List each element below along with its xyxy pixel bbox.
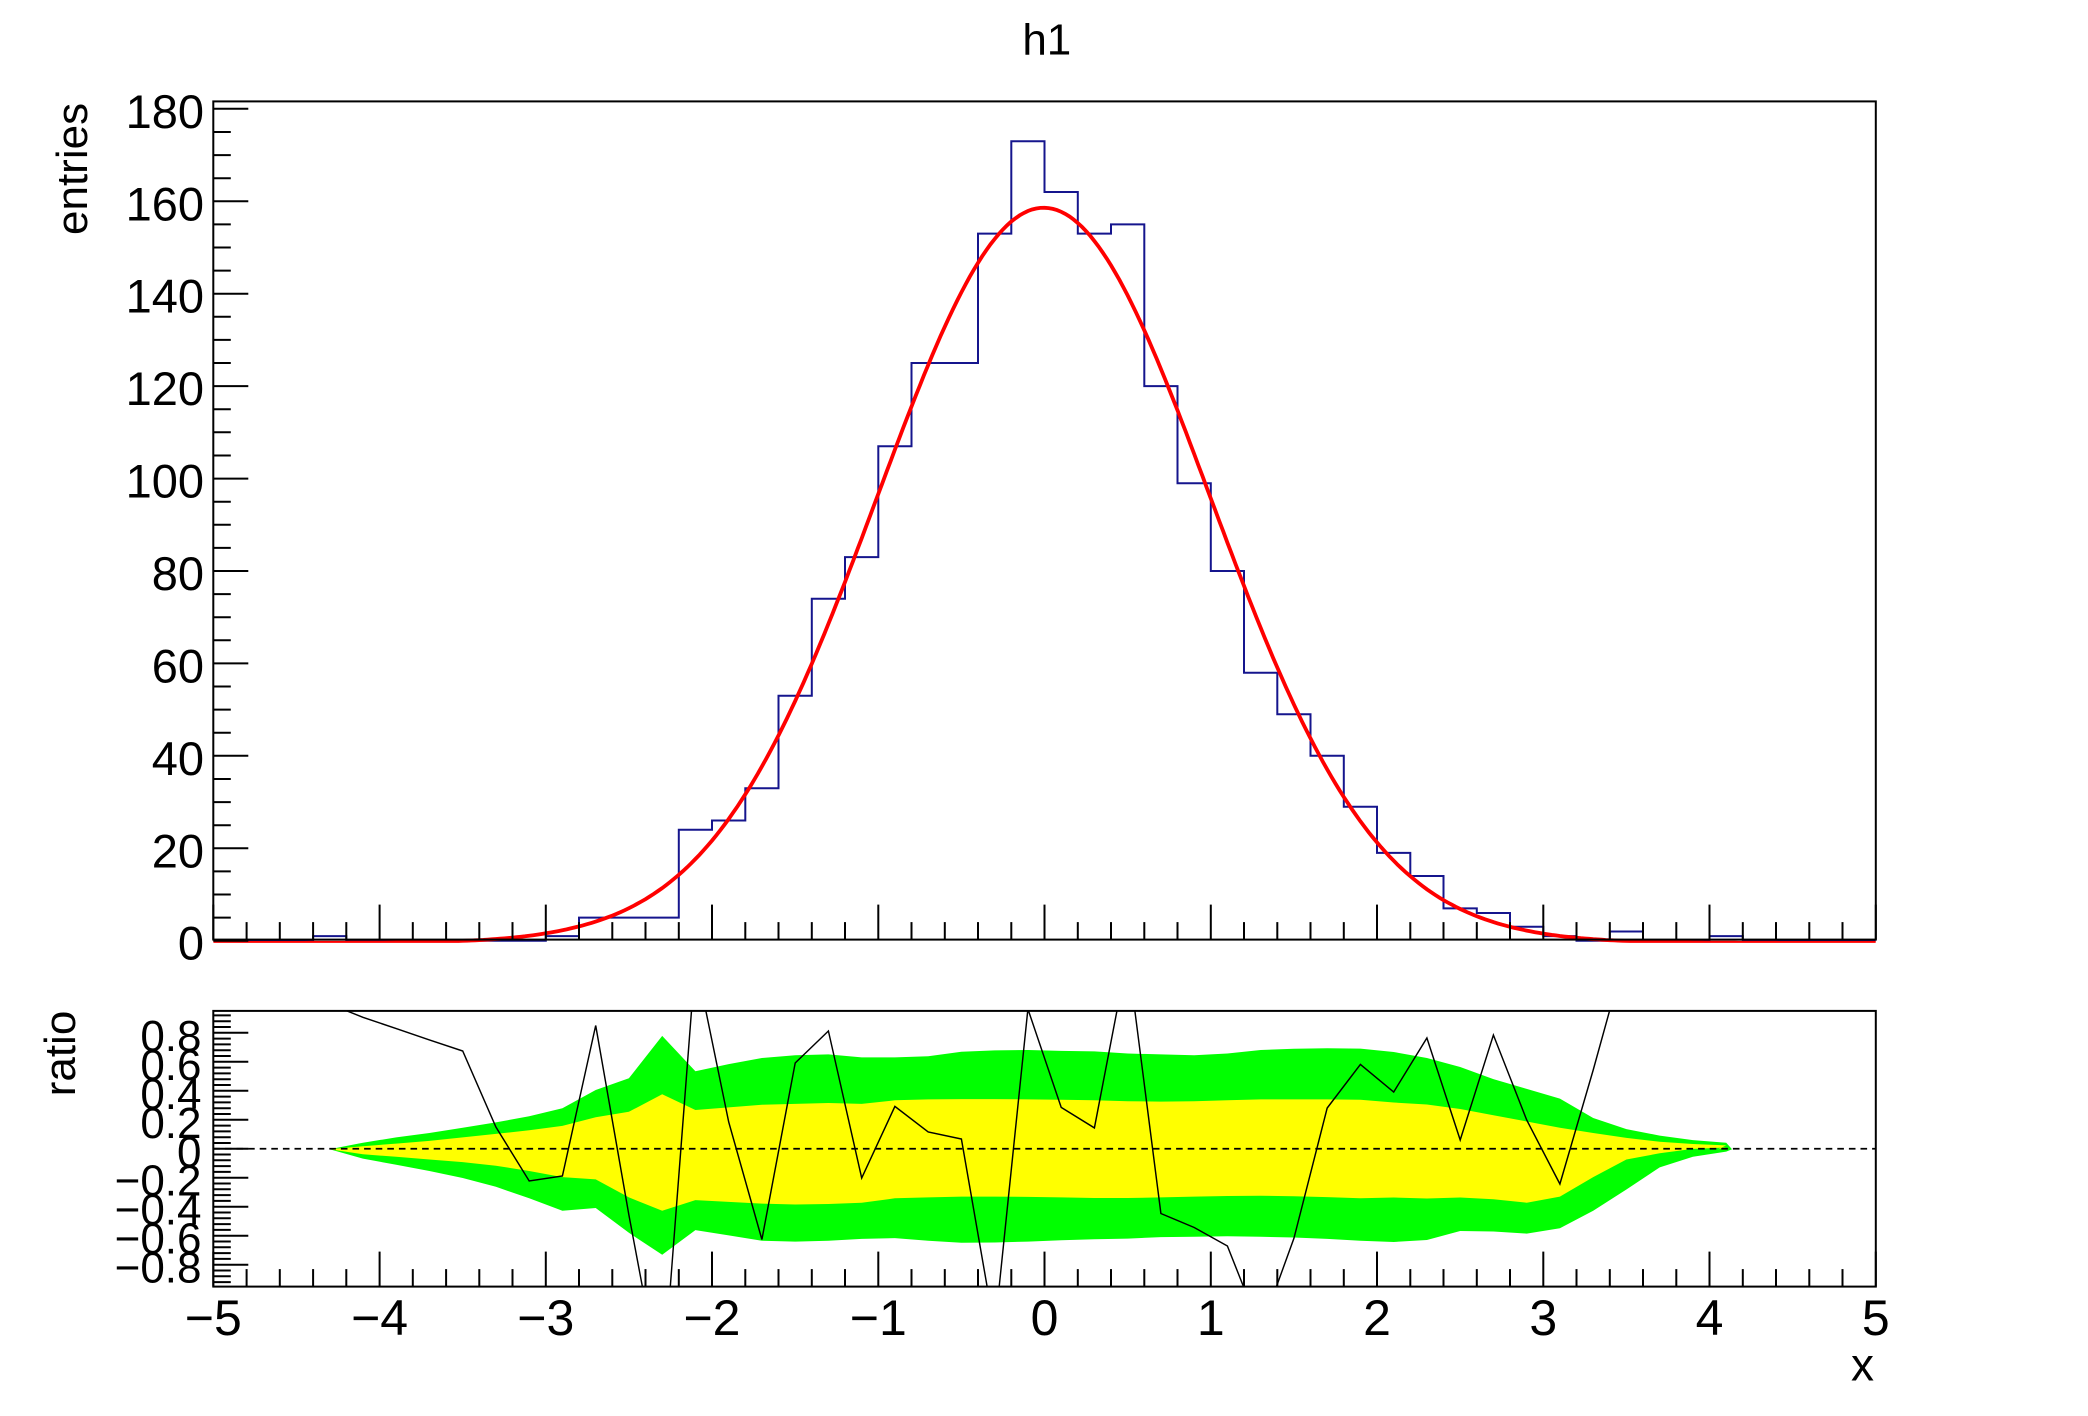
svg-text:−3: −3 (517, 1290, 574, 1346)
svg-text:−0.2: −0.2 (115, 1157, 202, 1206)
svg-text:140: 140 (126, 270, 204, 323)
svg-text:0: 0 (177, 1128, 201, 1177)
svg-text:0.2: 0.2 (140, 1099, 201, 1148)
svg-text:20: 20 (152, 824, 204, 877)
svg-text:−0.8: −0.8 (115, 1244, 202, 1293)
svg-text:ratio: ratio (36, 1011, 85, 1097)
svg-text:5: 5 (1862, 1290, 1890, 1346)
svg-text:4: 4 (1696, 1290, 1724, 1346)
svg-text:0: 0 (1031, 1290, 1059, 1346)
svg-text:−0.4: −0.4 (115, 1186, 202, 1235)
svg-text:60: 60 (152, 639, 204, 692)
svg-text:40: 40 (152, 732, 204, 785)
svg-text:−0.6: −0.6 (115, 1215, 202, 1264)
svg-text:120: 120 (126, 362, 204, 415)
svg-text:−1: −1 (850, 1290, 907, 1346)
svg-text:2: 2 (1363, 1290, 1391, 1346)
svg-text:0: 0 (178, 917, 204, 970)
svg-text:−5: −5 (185, 1290, 242, 1346)
svg-text:160: 160 (126, 177, 204, 230)
svg-text:entries: entries (48, 103, 97, 235)
svg-text:0.4: 0.4 (140, 1070, 201, 1119)
svg-text:−4: −4 (351, 1290, 408, 1346)
svg-text:80: 80 (152, 547, 204, 600)
svg-text:h1: h1 (1022, 15, 1071, 64)
svg-text:3: 3 (1529, 1290, 1557, 1346)
svg-text:−2: −2 (683, 1290, 740, 1346)
svg-text:0.8: 0.8 (140, 1012, 201, 1061)
svg-text:100: 100 (126, 455, 204, 508)
svg-text:1: 1 (1197, 1290, 1225, 1346)
svg-text:x: x (1851, 1339, 1874, 1391)
svg-text:0.6: 0.6 (140, 1041, 201, 1090)
svg-text:180: 180 (126, 85, 204, 138)
